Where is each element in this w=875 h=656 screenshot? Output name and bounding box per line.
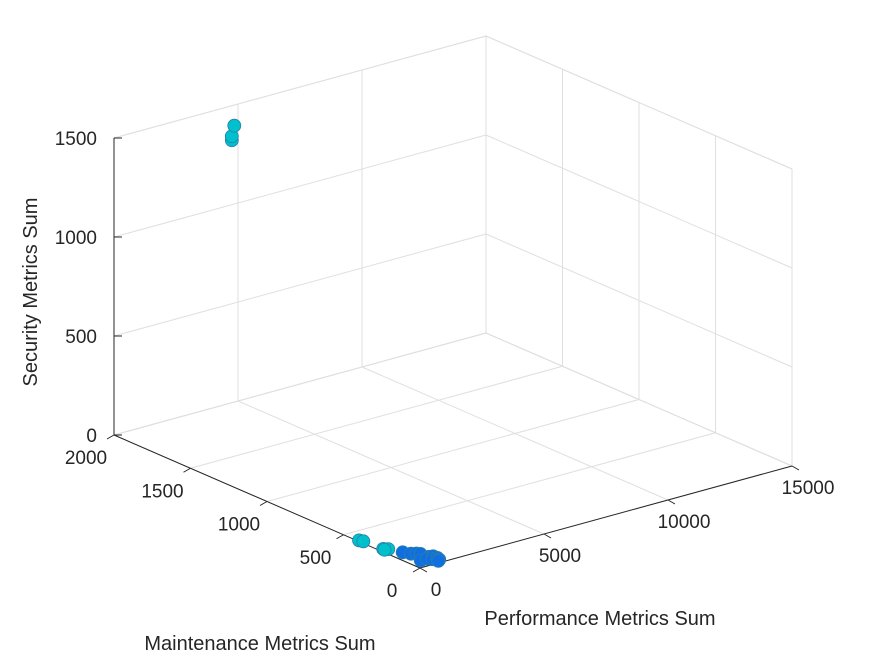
data-point — [377, 542, 392, 557]
data-point — [356, 534, 371, 549]
y-tick-mark — [106, 434, 115, 440]
y-tick-label: 2000 — [65, 448, 107, 469]
z-gridline — [113, 332, 487, 436]
z-gridline — [485, 35, 793, 170]
y-gridline — [266, 399, 640, 502]
x-tick-mark — [543, 533, 552, 539]
x-tick-label: 15000 — [782, 478, 835, 499]
y-tick-mark — [412, 567, 421, 573]
z-gridline — [113, 233, 487, 337]
y-gridline — [190, 365, 563, 469]
grid-lines — [113, 35, 793, 569]
x-tick-label: 0 — [431, 580, 442, 601]
x-axis-line — [419, 465, 793, 569]
x-tick-mark — [419, 567, 428, 573]
z-gridline — [485, 134, 793, 269]
z-tick-label: 1500 — [55, 129, 97, 150]
z-gridline — [485, 332, 793, 467]
x-axis-label: Performance Metrics Sum — [484, 608, 715, 630]
data-point — [227, 118, 242, 133]
y-tick-label: 1500 — [141, 481, 183, 502]
tick-labels: 0500010000150000500100015002000050010001… — [55, 129, 835, 602]
x-tick-label: 5000 — [539, 546, 581, 567]
y-tick-mark — [336, 534, 344, 540]
data-point — [431, 554, 446, 568]
y-tick-mark — [183, 467, 191, 473]
z-tick-label: 1000 — [55, 228, 97, 249]
z-tick-label: 0 — [86, 426, 97, 447]
x-tick-mark — [791, 465, 800, 471]
x-tick-label: 10000 — [658, 512, 711, 533]
y-gridline — [343, 432, 716, 536]
z-gridline — [485, 233, 793, 368]
z-axis-label: Security Metrics Sum — [20, 198, 42, 387]
y-tick-label: 500 — [300, 548, 332, 569]
y-axis-label: Maintenance Metrics Sum — [144, 633, 375, 655]
axis-lines — [106, 137, 800, 573]
y-tick-label: 0 — [387, 581, 398, 602]
x-tick-mark — [667, 499, 676, 505]
z-tick-label: 500 — [65, 327, 97, 348]
z-gridline — [113, 35, 487, 139]
y-tick-mark — [259, 501, 268, 506]
data-points — [224, 118, 447, 568]
z-gridline — [113, 134, 487, 238]
y-tick-label: 1000 — [218, 515, 260, 536]
